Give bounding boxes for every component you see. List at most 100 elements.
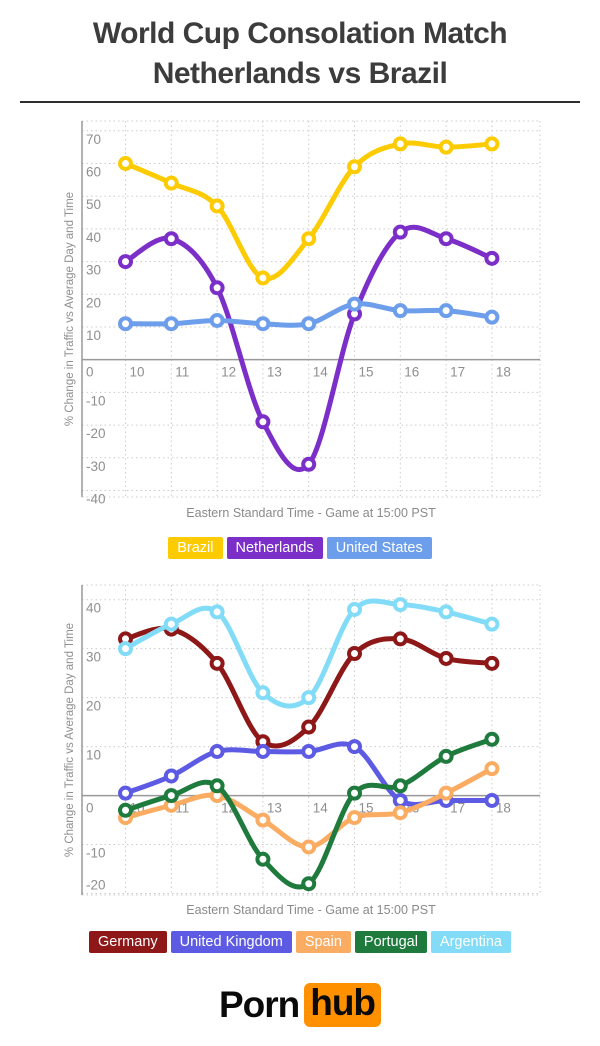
data-point [255,744,271,760]
logo-text-porn: Porn [218,984,300,1025]
data-point [255,851,271,867]
data-point [209,655,225,671]
data-point [347,785,363,801]
data-point [118,641,134,657]
data-point [118,316,134,332]
data-point [301,719,317,735]
data-point [484,792,500,808]
data-point [347,601,363,617]
legend-chip-argentina: Argentina [430,931,511,953]
x-tick-label: 15 [359,365,374,380]
chart1-legend: Brazil Netherlands United States [0,537,600,559]
data-point [163,768,179,784]
data-point [209,744,225,760]
data-point [209,312,225,328]
x-tick-label: 18 [496,365,511,380]
data-point [347,739,363,755]
data-point [484,731,500,747]
data-point [347,810,363,826]
data-point [438,231,454,247]
data-point [392,805,408,821]
y-tick-label: 70 [86,132,101,147]
data-point [163,231,179,247]
legend-chip-united-kingdom: United Kingdom [170,931,292,953]
data-point [255,316,271,332]
x-tick-label: 14 [313,365,329,380]
data-point [163,616,179,632]
data-point [347,159,363,175]
data-point [392,224,408,240]
data-point [392,778,408,794]
data-point [301,839,317,855]
data-point [438,785,454,801]
data-point [209,604,225,620]
data-point [392,631,408,647]
data-point [438,604,454,620]
y-tick-label: 40 [86,601,101,616]
legend-chip-germany: Germany [89,931,167,953]
data-point [484,655,500,671]
legend-chip-spain: Spain [295,931,351,953]
data-point [163,175,179,191]
pornhub-logo: Porn hub [0,983,600,1027]
data-point [163,788,179,804]
y-tick-label: 0 [86,365,94,380]
x-tick-label: 13 [267,365,282,380]
data-point [118,785,134,801]
x-tick-label: 18 [496,801,511,816]
legend-chip-united-states: United States [326,537,432,559]
y-tick-label: 40 [86,230,101,245]
y-tick-label: 30 [86,263,101,278]
y-tick-label: 30 [86,650,101,665]
data-point [255,270,271,286]
data-point [255,414,271,430]
data-point [392,597,408,613]
data-point [255,812,271,828]
y-tick-label: -20 [86,878,106,893]
title-line-2: Netherlands vs Brazil [152,57,448,90]
y-tick-label: 0 [86,801,94,816]
x-tick-label: 17 [450,365,465,380]
data-point [163,316,179,332]
y-tick-label: 10 [86,328,101,343]
data-point [255,685,271,701]
data-point [301,316,317,332]
x-tick-label: 10 [130,365,145,380]
y-tick-label: -20 [86,426,106,441]
data-point [301,744,317,760]
data-point [484,250,500,266]
y-tick-label: -10 [86,846,106,861]
data-point [209,198,225,214]
x-tick-label: 11 [175,365,189,380]
data-point [301,231,317,247]
data-point [484,136,500,152]
data-point [484,761,500,777]
x-tick-label: 16 [404,365,419,380]
title-divider [20,101,580,103]
x-tick-label: 14 [313,801,329,816]
data-point [438,303,454,319]
chart1-xaxis-caption: Eastern Standard Time - Game at 15:00 PS… [186,506,436,520]
y-tick-label: 50 [86,197,101,212]
x-tick-label: 13 [267,801,282,816]
logo-text-hub: hub [304,983,382,1027]
data-point [118,802,134,818]
legend-chip-netherlands: Netherlands [226,537,323,559]
legend-chip-portugal: Portugal [354,931,427,953]
x-tick-label: 12 [221,365,236,380]
y-tick-label: 10 [86,748,101,763]
data-point [484,309,500,325]
y-axis-title: % Change in Traffic vs Average Day and T… [64,623,76,857]
data-point [301,690,317,706]
data-point [438,139,454,155]
data-point [392,303,408,319]
chart2-legend: Germany United Kingdom Spain Portugal Argent… [0,931,600,953]
page-title: World Cup Consolation Match Netherlands … [0,14,600,94]
x-tick-label: 17 [450,801,465,816]
data-point [209,778,225,794]
chart2-xaxis-caption: Eastern Standard Time - Game at 15:00 PS… [186,903,436,917]
data-point [209,280,225,296]
